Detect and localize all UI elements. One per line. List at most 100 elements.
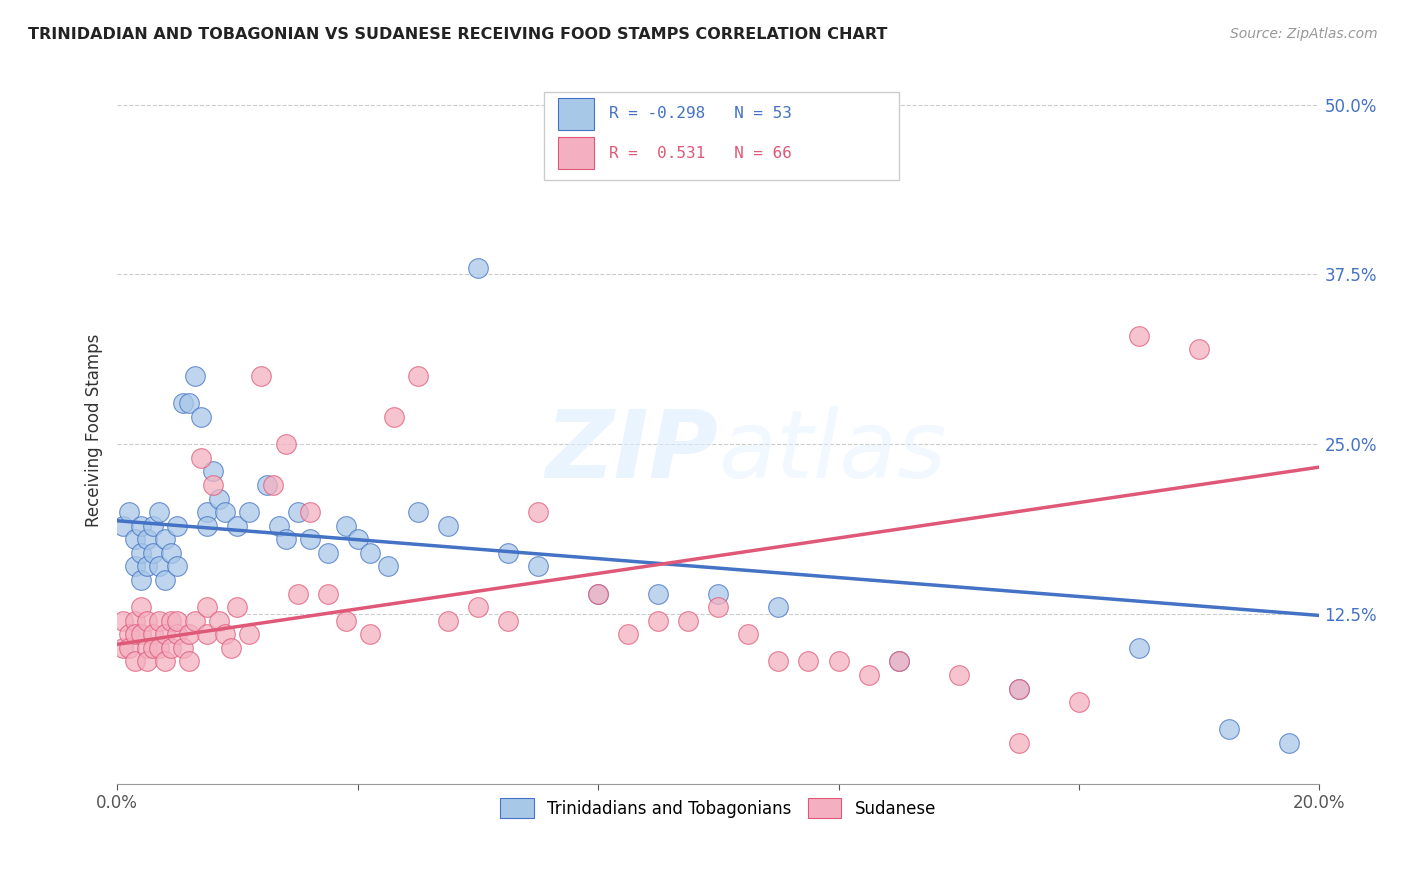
Point (179, 627, 201, 641)
Point (142, 640, 165, 655)
Point (647, 586, 669, 600)
Point (359, 627, 381, 641)
Point (136, 640, 159, 655)
Point (858, 668, 880, 682)
Point (112, 518, 135, 533)
Point (202, 478, 225, 492)
Point (112, 614, 135, 628)
Point (887, 655, 910, 669)
Point (406, 505, 429, 519)
Point (155, 627, 177, 641)
Point (467, 260, 489, 275)
Legend: Trinidadians and Tobagonians, Sudanese: Trinidadians and Tobagonians, Sudanese (494, 791, 943, 825)
Point (1278, 736, 1301, 750)
Point (190, 450, 212, 465)
Point (948, 668, 970, 682)
Point (142, 546, 165, 560)
Point (287, 586, 309, 600)
Point (274, 533, 297, 547)
Point (1008, 681, 1031, 696)
Point (155, 573, 177, 587)
Point (382, 409, 405, 424)
Point (263, 478, 285, 492)
Point (129, 627, 152, 641)
Point (148, 505, 170, 519)
Point (172, 640, 194, 655)
Point (406, 369, 429, 384)
Point (118, 640, 141, 655)
Point (136, 655, 159, 669)
Point (155, 655, 177, 669)
Point (166, 559, 188, 574)
Point (148, 640, 170, 655)
Point (887, 655, 910, 669)
Point (136, 533, 159, 547)
Point (827, 655, 849, 669)
Point (155, 533, 177, 547)
Point (586, 586, 609, 600)
Point (129, 573, 152, 587)
Point (238, 505, 260, 519)
Point (166, 614, 188, 628)
Point (118, 627, 141, 641)
Point (129, 518, 152, 533)
Point (359, 546, 381, 560)
Point (335, 614, 357, 628)
Point (166, 627, 188, 641)
Point (148, 614, 170, 628)
Point (496, 614, 519, 628)
Point (136, 614, 159, 628)
Point (335, 518, 357, 533)
Point (124, 655, 146, 669)
Point (214, 505, 236, 519)
Point (287, 505, 309, 519)
Point (527, 559, 550, 574)
Point (737, 627, 759, 641)
Point (195, 627, 218, 641)
Point (124, 533, 146, 547)
Point (1008, 736, 1031, 750)
Point (437, 614, 460, 628)
Point (1008, 681, 1031, 696)
Point (166, 518, 188, 533)
Bar (558, 137, 595, 169)
Point (160, 640, 183, 655)
Point (707, 586, 730, 600)
Point (208, 614, 231, 628)
Point (768, 600, 790, 615)
Point (129, 600, 152, 615)
Point (617, 627, 640, 641)
Point (250, 369, 273, 384)
Point (226, 600, 249, 615)
Point (129, 546, 152, 560)
Point (238, 627, 260, 641)
Point (768, 655, 790, 669)
Point (118, 505, 141, 519)
Point (226, 518, 249, 533)
Point (269, 518, 291, 533)
Point (124, 559, 146, 574)
Point (496, 546, 519, 560)
Point (797, 655, 820, 669)
Point (124, 627, 146, 641)
Point (1188, 342, 1211, 356)
Point (142, 518, 165, 533)
Point (148, 559, 170, 574)
Point (707, 600, 730, 615)
Point (112, 640, 135, 655)
Bar (558, 98, 595, 129)
Text: Source: ZipAtlas.com: Source: ZipAtlas.com (1230, 27, 1378, 41)
Point (214, 627, 236, 641)
Text: atlas: atlas (718, 406, 946, 497)
Point (298, 505, 321, 519)
Text: R = -0.298   N = 53: R = -0.298 N = 53 (609, 106, 792, 121)
Point (124, 614, 146, 628)
Point (179, 655, 201, 669)
Point (160, 546, 183, 560)
Point (208, 491, 231, 506)
Point (202, 464, 225, 478)
Point (647, 614, 669, 628)
Point (142, 627, 165, 641)
Y-axis label: Receiving Food Stamps: Receiving Food Stamps (86, 334, 103, 527)
Point (274, 437, 297, 451)
